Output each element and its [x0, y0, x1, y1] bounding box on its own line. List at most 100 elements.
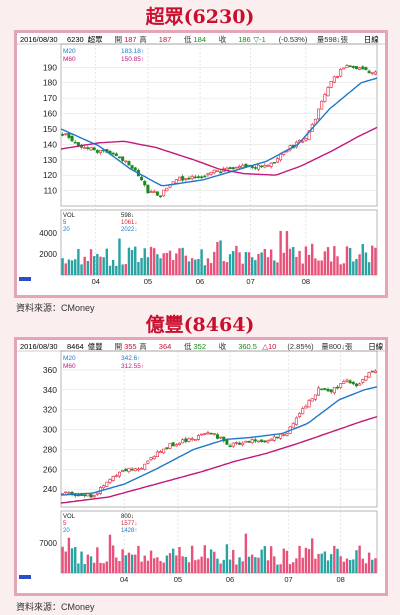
- volume-bar: [320, 260, 323, 275]
- scroll-indicator: [19, 575, 31, 579]
- volume-bar: [304, 246, 308, 275]
- volume-bar: [219, 563, 222, 573]
- volume-bar: [92, 256, 96, 275]
- volume-bar: [358, 254, 361, 275]
- volume-bar: [314, 258, 317, 275]
- volume-bar: [282, 548, 285, 573]
- volume-bar: [279, 230, 282, 275]
- ma-legend-name: M60: [63, 56, 76, 63]
- candle-body: [285, 433, 289, 436]
- volume-bar: [361, 558, 364, 573]
- candle-body: [146, 184, 150, 194]
- vol-legend-name: 5: [63, 521, 67, 527]
- candle-body: [253, 167, 257, 169]
- candle-body: [136, 468, 140, 471]
- volume-bar: [355, 258, 358, 275]
- candle-body: [275, 158, 279, 163]
- price-tick-label: 140: [43, 139, 57, 149]
- candle-body: [373, 370, 377, 373]
- volume-bar: [304, 547, 308, 573]
- volume-frame: [60, 510, 378, 574]
- price-tick-label: 360: [43, 365, 57, 375]
- volume-bar: [301, 263, 304, 275]
- candle-body: [61, 134, 65, 136]
- header-vol-label: 量: [317, 35, 325, 44]
- candle-body: [238, 442, 242, 445]
- volume-bar: [352, 261, 355, 275]
- candle-body: [279, 433, 283, 439]
- volume-bar: [250, 257, 254, 275]
- header-open: 355: [124, 342, 137, 351]
- volume-bar: [254, 260, 257, 275]
- price-frame: [60, 43, 378, 207]
- candlestick-chart-2: 2016/08/30 8464 億豐 開 355 高 364 低 352 收 360.5 △10 (2.…: [17, 341, 385, 584]
- candle-body: [263, 440, 267, 443]
- candle-body: [219, 171, 223, 174]
- volume-bar: [336, 256, 339, 275]
- volume-bar: [301, 557, 304, 573]
- candle-body: [275, 436, 279, 439]
- price-tick-label: 180: [43, 78, 57, 88]
- candle-body: [121, 470, 125, 472]
- volume-frame: [60, 209, 378, 276]
- candle-body: [313, 394, 317, 400]
- candle-body: [370, 72, 374, 74]
- candle-body: [193, 439, 197, 441]
- candle-body: [187, 177, 191, 180]
- candle-body: [370, 370, 374, 373]
- ma-line-m60: [60, 126, 378, 176]
- volume-bar: [108, 265, 112, 275]
- candle-body: [206, 173, 210, 176]
- candle-body: [320, 388, 324, 391]
- candle-body: [231, 167, 235, 170]
- volume-bar: [307, 254, 311, 275]
- candle-body: [200, 176, 204, 179]
- candle-body: [140, 176, 144, 181]
- candle-body: [250, 439, 254, 444]
- header-volume: 598↓張: [324, 35, 348, 44]
- header-code: 8464: [67, 342, 84, 351]
- header-close: 360.5: [238, 342, 257, 351]
- candle-body: [130, 468, 134, 471]
- volume-bar: [70, 260, 74, 275]
- volume-bar: [260, 549, 263, 573]
- ma-legend-value: 150.85↑: [121, 56, 144, 63]
- candle-body: [196, 435, 200, 440]
- candle-body: [364, 375, 368, 381]
- volume-bar: [115, 557, 118, 573]
- volume-bar: [61, 258, 64, 275]
- candle-body: [83, 147, 87, 149]
- candle-body: [342, 67, 346, 70]
- candle-body: [162, 189, 166, 197]
- volume-bar: [238, 557, 241, 573]
- candle-body: [298, 413, 302, 417]
- volume-bar: [102, 563, 105, 573]
- ma-legend-name: M20: [63, 355, 76, 362]
- volume-bar: [276, 262, 279, 275]
- volume-bar: [238, 252, 241, 275]
- volume-bar: [83, 563, 86, 573]
- candle-body: [348, 65, 352, 67]
- candle-body: [95, 150, 99, 153]
- candle-body: [127, 161, 131, 166]
- header-period: 日線: [368, 341, 383, 351]
- candle-body: [162, 448, 166, 454]
- data-source-1: 資料來源：CMoney: [16, 303, 95, 313]
- volume-bar: [146, 257, 150, 275]
- volume-bar: [168, 553, 172, 573]
- header-low-label: 低: [184, 34, 192, 44]
- candle-body: [345, 379, 349, 382]
- volume-bar: [213, 251, 216, 275]
- volume-bar: [361, 244, 364, 275]
- candle-body: [171, 442, 175, 447]
- header-date: 2016/08/30: [20, 35, 58, 44]
- candle-body: [310, 398, 314, 402]
- volume-bar: [121, 549, 124, 573]
- candle-body: [102, 485, 106, 489]
- candle-body: [339, 383, 343, 388]
- vol-legend-name: VOL: [63, 514, 76, 520]
- price-tick-label: 260: [43, 464, 57, 474]
- volume-bar: [118, 561, 121, 573]
- candle-body: [200, 433, 204, 436]
- volume-bar: [67, 537, 71, 573]
